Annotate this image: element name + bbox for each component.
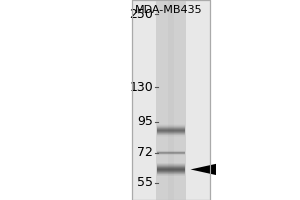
Bar (157, 128, 185, 129)
Bar (157, 127, 185, 128)
Bar (157, 132, 185, 133)
Bar (157, 165, 185, 166)
Text: 72: 72 (137, 146, 153, 159)
Bar (157, 169, 185, 170)
Bar (157, 133, 185, 134)
Bar (157, 174, 185, 175)
Bar (157, 156, 185, 157)
Bar (168, 0, 174, 200)
Bar (157, 171, 185, 172)
Bar (157, 164, 185, 165)
Text: 55: 55 (137, 176, 153, 189)
Bar (157, 130, 185, 131)
Bar (157, 152, 185, 153)
Text: 250: 250 (129, 8, 153, 21)
Text: MDA-MB435: MDA-MB435 (135, 5, 202, 15)
Bar (157, 172, 185, 173)
Bar (157, 131, 185, 132)
Bar (157, 129, 185, 130)
Bar (157, 173, 185, 174)
Bar (157, 175, 185, 176)
Bar (157, 168, 185, 169)
Bar (157, 150, 185, 151)
Bar (157, 136, 185, 137)
Text: 95: 95 (137, 115, 153, 128)
Bar (132, 0, 210, 200)
Bar (156, 0, 186, 200)
Bar (157, 170, 185, 171)
Bar (157, 135, 185, 136)
Bar (157, 126, 185, 127)
Bar (157, 151, 185, 152)
Bar (157, 134, 185, 135)
Text: 130: 130 (129, 81, 153, 94)
Bar (157, 124, 185, 125)
Bar (157, 125, 185, 126)
Bar (157, 153, 185, 154)
Bar (157, 163, 185, 164)
Bar (157, 167, 185, 168)
Bar (132, 0, 210, 200)
Bar (157, 149, 185, 150)
Bar (157, 154, 185, 155)
Bar (157, 155, 185, 156)
Bar (157, 166, 185, 167)
Polygon shape (190, 164, 216, 175)
